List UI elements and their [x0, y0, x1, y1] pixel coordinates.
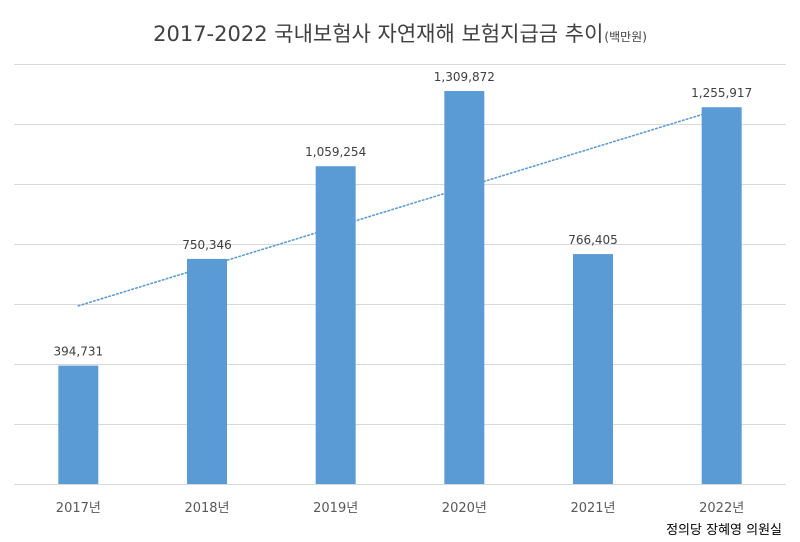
data-label: 766,405 [568, 233, 618, 247]
data-label: 394,731 [54, 345, 104, 359]
chart-title: 2017-2022 국내보험사 자연재해 보험지급금 추이(백만원) [0, 18, 800, 48]
source-note: 정의당 장혜영 의원실 [666, 523, 782, 538]
chart-title-text: 2017-2022 국내보험사 자연재해 보험지급금 추이 [153, 22, 604, 46]
x-tick-label: 2018년 [184, 501, 229, 516]
trendline [77, 107, 723, 307]
bar-2018년 [187, 258, 227, 484]
bar-2022년 [701, 107, 742, 484]
x-tick-label: 2021년 [570, 501, 615, 516]
x-tick-label: 2020년 [442, 501, 487, 516]
x-tick-label: 2022년 [699, 501, 744, 516]
bar-2019년 [315, 166, 356, 484]
chart-unit-label: (백만원) [604, 30, 647, 44]
x-tick-label: 2017년 [56, 501, 101, 516]
data-label: 750,346 [182, 238, 232, 252]
bar-2021년 [573, 254, 613, 484]
data-label: 1,059,254 [305, 145, 366, 159]
data-label: 1,255,917 [691, 86, 752, 100]
bar-2020년 [444, 91, 485, 485]
data-label: 1,309,872 [434, 70, 495, 84]
x-tick-label: 2019년 [313, 501, 358, 516]
bar-2017년 [58, 365, 99, 484]
